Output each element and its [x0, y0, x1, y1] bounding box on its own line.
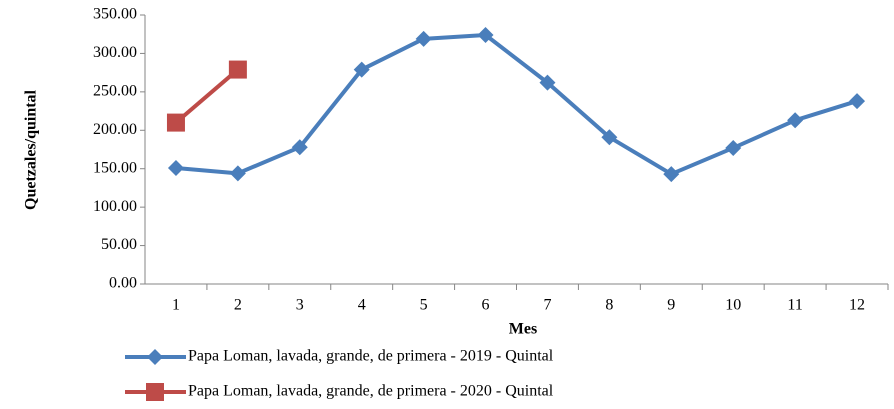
- marker: [539, 74, 556, 91]
- series-line: [175, 32, 858, 177]
- y-tick-label: 0.00: [109, 275, 137, 292]
- x-tick-label: 5: [420, 297, 428, 314]
- marker: [415, 30, 432, 47]
- x-tick-label: 9: [667, 297, 675, 314]
- x-tick-label: 4: [358, 297, 366, 314]
- legend-label: Papa Loman, lavada, grande, de primera -…: [188, 348, 554, 365]
- marker: [601, 129, 618, 146]
- x-tick-label: 2: [234, 297, 242, 314]
- series-line: [174, 68, 240, 125]
- marker: [477, 26, 494, 43]
- y-tick-label: 100.00: [93, 198, 137, 215]
- marker: [663, 166, 680, 183]
- marker: [353, 61, 370, 78]
- x-tick-label: 11: [787, 297, 802, 314]
- y-tick-label: 50.00: [101, 236, 137, 253]
- y-tick-label: 350.00: [93, 6, 137, 23]
- x-tick-label: 10: [725, 297, 741, 314]
- x-tick-label: 1: [172, 297, 180, 314]
- x-tick-label: 3: [296, 297, 304, 314]
- marker: [228, 60, 247, 79]
- x-tick-label: 7: [543, 297, 551, 314]
- y-tick-label: 300.00: [93, 44, 137, 61]
- marker: [849, 93, 866, 110]
- y-tick-label: 150.00: [93, 159, 137, 176]
- legend-label: Papa Loman, lavada, grande, de primera -…: [188, 383, 554, 400]
- y-tick-label: 250.00: [93, 83, 137, 100]
- x-tick-label: 12: [849, 297, 865, 314]
- marker: [147, 349, 163, 365]
- marker: [166, 113, 185, 132]
- marker: [725, 139, 742, 156]
- marker: [167, 159, 184, 176]
- x-tick-label: 6: [482, 297, 490, 314]
- x-axis-title: Mes: [509, 321, 537, 338]
- marker: [229, 165, 246, 182]
- y-axis-title: Quetzales/quintal: [23, 89, 40, 210]
- marker: [146, 383, 164, 401]
- marker: [291, 139, 308, 156]
- y-tick-label: 200.00: [93, 121, 137, 138]
- x-tick-label: 8: [605, 297, 613, 314]
- marker: [787, 112, 804, 129]
